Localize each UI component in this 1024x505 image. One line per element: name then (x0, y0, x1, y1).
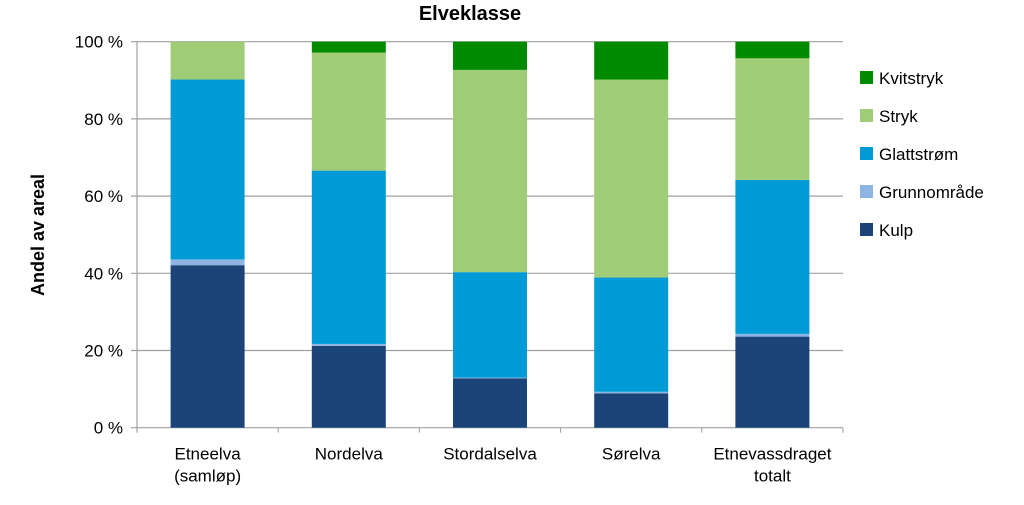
bar-segment-stryk (594, 79, 669, 278)
bar-segment-grunnområde (594, 391, 669, 394)
bar-segment-stryk (453, 69, 527, 273)
bar-segment-kulp (453, 378, 527, 428)
bar-segment-kvitstryk (311, 41, 386, 53)
bar-segment-glattstrøm (311, 170, 386, 344)
bar-segment-stryk (735, 58, 810, 180)
chart-title: Elveklasse (419, 3, 521, 25)
y-axis-label: Andel av areal (28, 174, 48, 296)
y-tick-label: 20 % (84, 342, 123, 361)
bar-segment-grunnområde (311, 343, 386, 346)
bar-segment-kvitstryk (453, 41, 527, 70)
y-tick-label: 0 % (94, 419, 123, 438)
bar-segment-kvitstryk (594, 41, 669, 80)
bar-segment-kulp (170, 265, 245, 428)
y-tick-label: 100 % (75, 33, 123, 52)
legend-swatch (860, 185, 873, 198)
legend-label: Stryk (879, 107, 918, 126)
bar-segment-kulp (311, 345, 386, 428)
legend-label: Glattstrøm (879, 145, 958, 164)
legend-swatch (860, 109, 873, 122)
x-tick-label: Nordelva (315, 445, 384, 464)
y-tick-label: 40 % (84, 264, 123, 283)
legend-label: Grunnområde (879, 183, 984, 202)
bar-segment-grunnområde (453, 377, 527, 379)
bar-segment-grunnområde (735, 333, 810, 337)
y-tick-label: 80 % (84, 110, 123, 129)
x-tick-label: Stordalselva (443, 445, 537, 464)
bar-segment-stryk (311, 52, 386, 171)
bar-segment-kulp (594, 393, 669, 428)
x-tick-label: Etneelva (175, 445, 242, 464)
legend-label: Kulp (879, 221, 913, 240)
legend-swatch (860, 71, 873, 84)
bar-segment-glattstrøm (453, 272, 527, 378)
x-tick-label: Etnevassdraget (713, 445, 831, 464)
bar-segment-grunnområde (170, 259, 245, 266)
y-tick-label: 60 % (84, 187, 123, 206)
bar-segment-glattstrøm (170, 79, 245, 260)
x-tick-label: totalt (754, 467, 791, 486)
bar-segment-glattstrøm (594, 277, 669, 392)
legend-swatch (860, 223, 873, 236)
bar-segment-stryk (170, 41, 245, 80)
x-tick-label: (samløp) (174, 467, 241, 486)
bar-segment-kulp (735, 336, 810, 428)
x-tick-label: Sørelva (602, 445, 661, 464)
bar-segment-glattstrøm (735, 179, 810, 334)
legend-label: Kvitstryk (879, 69, 944, 88)
legend-swatch (860, 147, 873, 160)
bar-segment-kvitstryk (735, 41, 810, 59)
